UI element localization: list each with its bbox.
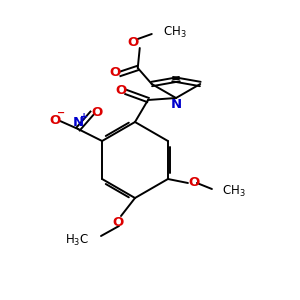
Text: N: N [73, 116, 84, 130]
Text: +: + [80, 112, 88, 122]
Text: O: O [188, 176, 200, 188]
Text: H$_3$C: H$_3$C [65, 232, 89, 247]
Text: N: N [170, 98, 182, 110]
Text: O: O [92, 106, 103, 118]
Text: CH$_3$: CH$_3$ [163, 24, 186, 40]
Text: −: − [57, 108, 65, 118]
Text: CH$_3$: CH$_3$ [222, 183, 246, 199]
Text: O: O [127, 35, 138, 49]
Text: O: O [109, 67, 120, 80]
Text: O: O [116, 85, 127, 98]
Text: O: O [112, 215, 124, 229]
Text: O: O [50, 113, 61, 127]
